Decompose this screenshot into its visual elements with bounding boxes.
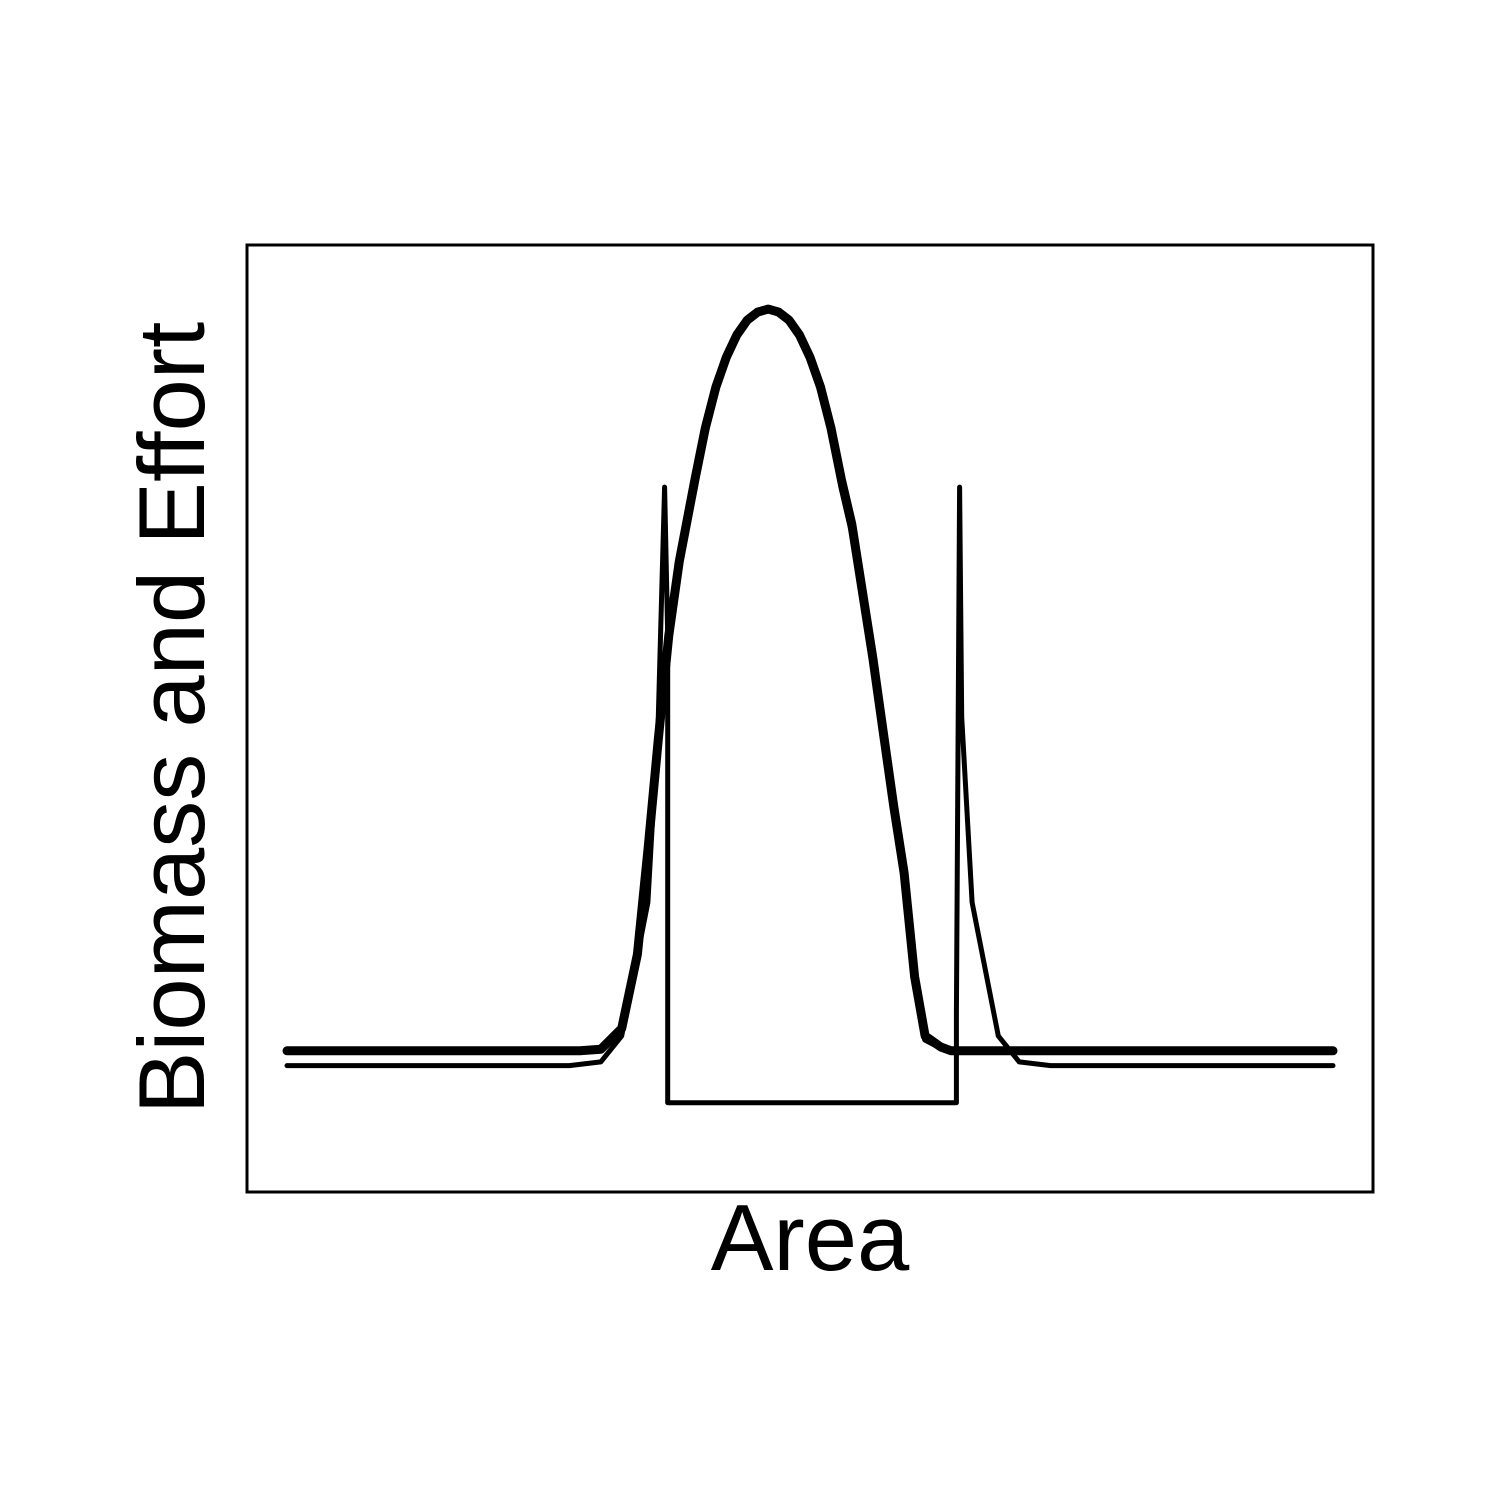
- y-axis-label: Biomass and Effort: [119, 322, 224, 1114]
- x-axis-label: Area: [711, 1185, 910, 1290]
- plot-frame: [245, 243, 1375, 1194]
- effort-line: [284, 484, 1336, 1106]
- series-layer: [282, 304, 1338, 1106]
